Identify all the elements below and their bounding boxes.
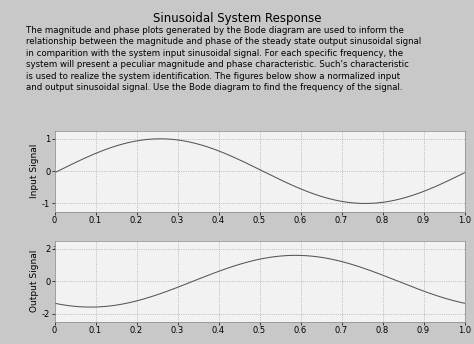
- Y-axis label: Input Signal: Input Signal: [30, 144, 39, 198]
- Text: $\times\,10^{-3}$: $\times\,10^{-3}$: [53, 242, 77, 254]
- Text: The magnitude and phase plots generated by the Bode diagram are used to inform t: The magnitude and phase plots generated …: [26, 26, 421, 92]
- Y-axis label: Output Signal: Output Signal: [30, 250, 39, 312]
- Text: Sinusoidal System Response: Sinusoidal System Response: [153, 12, 321, 25]
